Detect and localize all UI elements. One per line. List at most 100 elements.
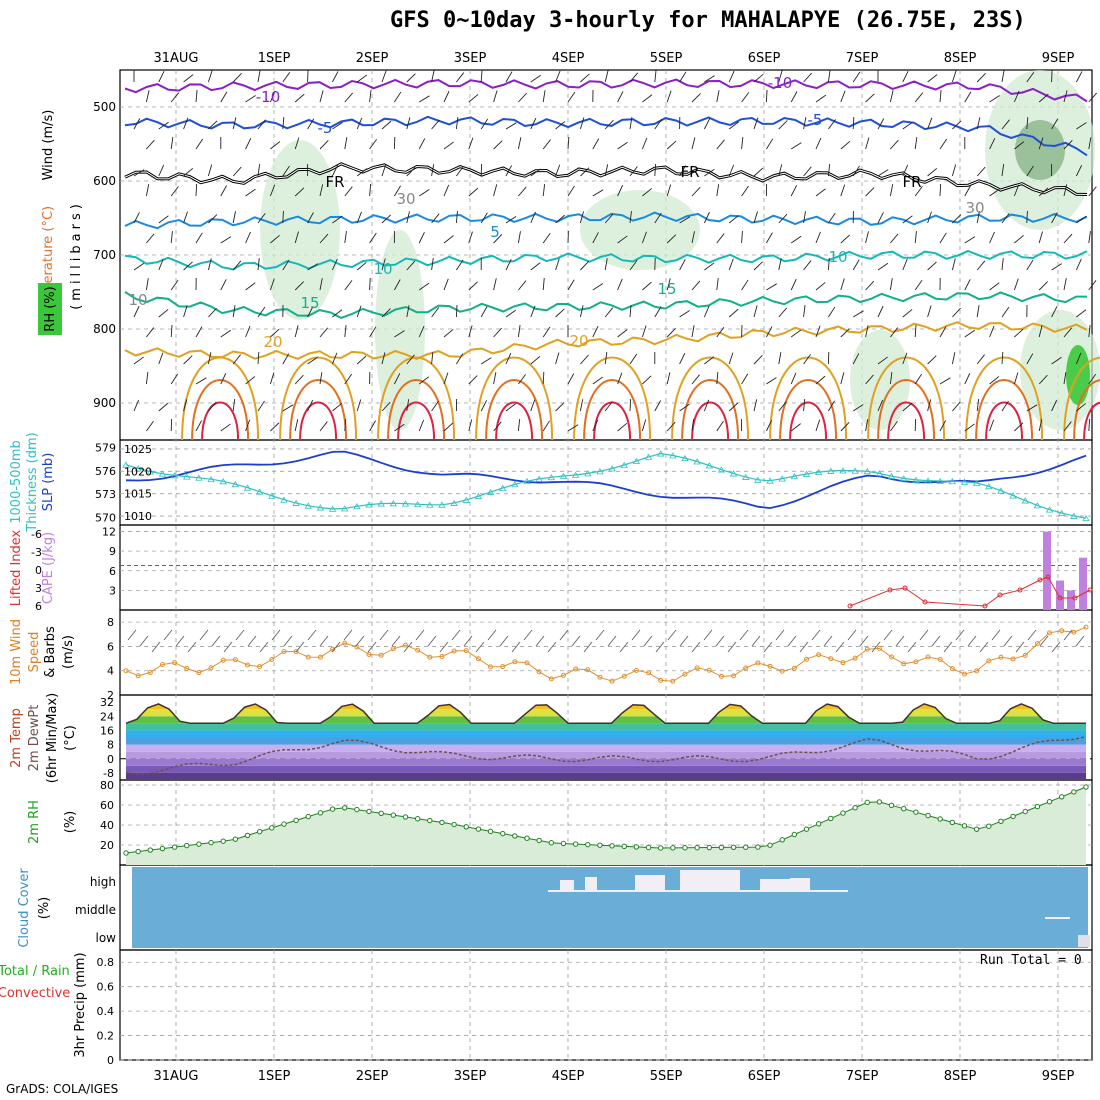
rh-marker <box>815 821 822 827</box>
temp-band <box>126 744 1086 752</box>
wind-barb <box>1051 356 1062 365</box>
rh-marker <box>876 799 883 805</box>
wind10m-barb <box>391 635 401 647</box>
thickness-marker <box>389 500 398 507</box>
wind-barb <box>1063 233 1073 244</box>
wind-barb <box>145 90 150 103</box>
wind-barb <box>356 305 362 318</box>
wind-speed-marker <box>245 662 251 668</box>
rh-marker <box>171 844 178 850</box>
wind-speed-marker <box>488 664 494 670</box>
wind-barb <box>406 354 415 365</box>
wind-barb <box>517 231 521 244</box>
wind-speed-marker <box>585 667 591 673</box>
contour-label: -5 <box>318 119 333 137</box>
rh-marker <box>828 815 834 822</box>
wind-barb <box>381 258 386 271</box>
wind-barb <box>294 419 299 432</box>
wind-barb <box>480 357 492 365</box>
wind-barb <box>480 118 489 130</box>
wind-barb <box>183 261 193 271</box>
wind-barb <box>456 259 464 271</box>
wind-barb <box>704 356 715 365</box>
rh-area <box>126 787 1086 865</box>
wind-speed-marker <box>633 667 639 673</box>
wind-barb <box>555 258 560 271</box>
diurnal-contour-25 <box>485 379 544 441</box>
wind-barb <box>914 186 923 197</box>
thickness-marker <box>304 502 312 509</box>
wind-speed-marker <box>925 654 931 660</box>
lifted-index-line <box>849 576 1091 607</box>
axis-label-cape: CAPE (J/kg) <box>41 532 56 604</box>
thickness-marker <box>450 499 458 506</box>
thickness-marker <box>681 454 689 462</box>
wind-barb <box>344 373 353 385</box>
wind-barb <box>555 70 561 83</box>
cloud-bar-high <box>680 870 740 892</box>
wind-barb <box>232 117 237 130</box>
rh-marker <box>852 805 858 811</box>
dewpoint-line <box>125 735 1087 775</box>
wind-barb <box>604 307 614 318</box>
wind-speed-marker <box>816 652 822 658</box>
wind-barb <box>133 399 140 412</box>
wind-barb <box>356 117 363 130</box>
wind-barb <box>493 90 498 103</box>
wind-barb <box>691 325 695 338</box>
wind-barb <box>778 120 788 130</box>
pressure-tick-label: 500 <box>93 100 116 114</box>
axis-label-temp2m: 2m Temp <box>9 708 24 768</box>
wind-barb <box>691 93 701 103</box>
wind-barb <box>766 138 774 150</box>
contour-label: 10 <box>828 248 847 266</box>
wind-barb <box>728 352 734 365</box>
rh-marker <box>159 845 166 852</box>
wind-barb <box>1063 327 1073 338</box>
wind-barb <box>1014 141 1025 150</box>
rh-marker <box>670 845 676 851</box>
rh-marker <box>585 841 591 848</box>
thickness-marker <box>912 476 920 483</box>
wind10m-barb <box>463 635 473 647</box>
wind-speed-marker <box>779 668 785 674</box>
wind-barb <box>443 184 450 197</box>
cloud-tick-label: middle <box>75 903 116 917</box>
thickness-line <box>125 452 1087 519</box>
wind-barb <box>629 166 638 177</box>
wind-barb <box>1013 184 1020 197</box>
wind-barb <box>604 258 608 271</box>
thickness-marker <box>644 453 653 460</box>
wind-barb <box>728 121 740 130</box>
wind-barb <box>443 235 454 244</box>
wind-barb <box>282 72 291 83</box>
wind-barb <box>505 122 517 130</box>
wind-barb <box>753 117 759 130</box>
wind-barb <box>865 374 874 385</box>
rh-marker <box>998 818 1004 824</box>
wind-barb <box>282 353 290 365</box>
lifted-index-marker <box>1017 587 1023 593</box>
lifted-index-marker <box>1045 574 1051 580</box>
wind-barb <box>852 116 855 130</box>
wind-barb <box>1001 119 1010 130</box>
wind10m-barb <box>871 641 881 653</box>
wind-barb <box>1001 213 1010 224</box>
wind-speed-marker <box>961 671 967 677</box>
wind-barb <box>1088 231 1091 244</box>
wind-barb <box>629 117 633 130</box>
wind-barb <box>1075 258 1082 271</box>
rh-marker <box>548 840 555 846</box>
rh-marker <box>986 823 992 829</box>
wind-barb <box>617 235 628 244</box>
wind-barb <box>989 325 995 338</box>
wind-barb <box>902 215 913 224</box>
wind-barb <box>679 353 686 365</box>
wind-barb <box>840 234 851 244</box>
wind-barb <box>493 184 498 197</box>
date-label-top: 2SEP <box>356 51 389 66</box>
wind-barb <box>827 164 831 177</box>
wind-barb <box>270 234 280 244</box>
wind-barb <box>195 232 203 244</box>
wind-barb <box>976 73 986 83</box>
